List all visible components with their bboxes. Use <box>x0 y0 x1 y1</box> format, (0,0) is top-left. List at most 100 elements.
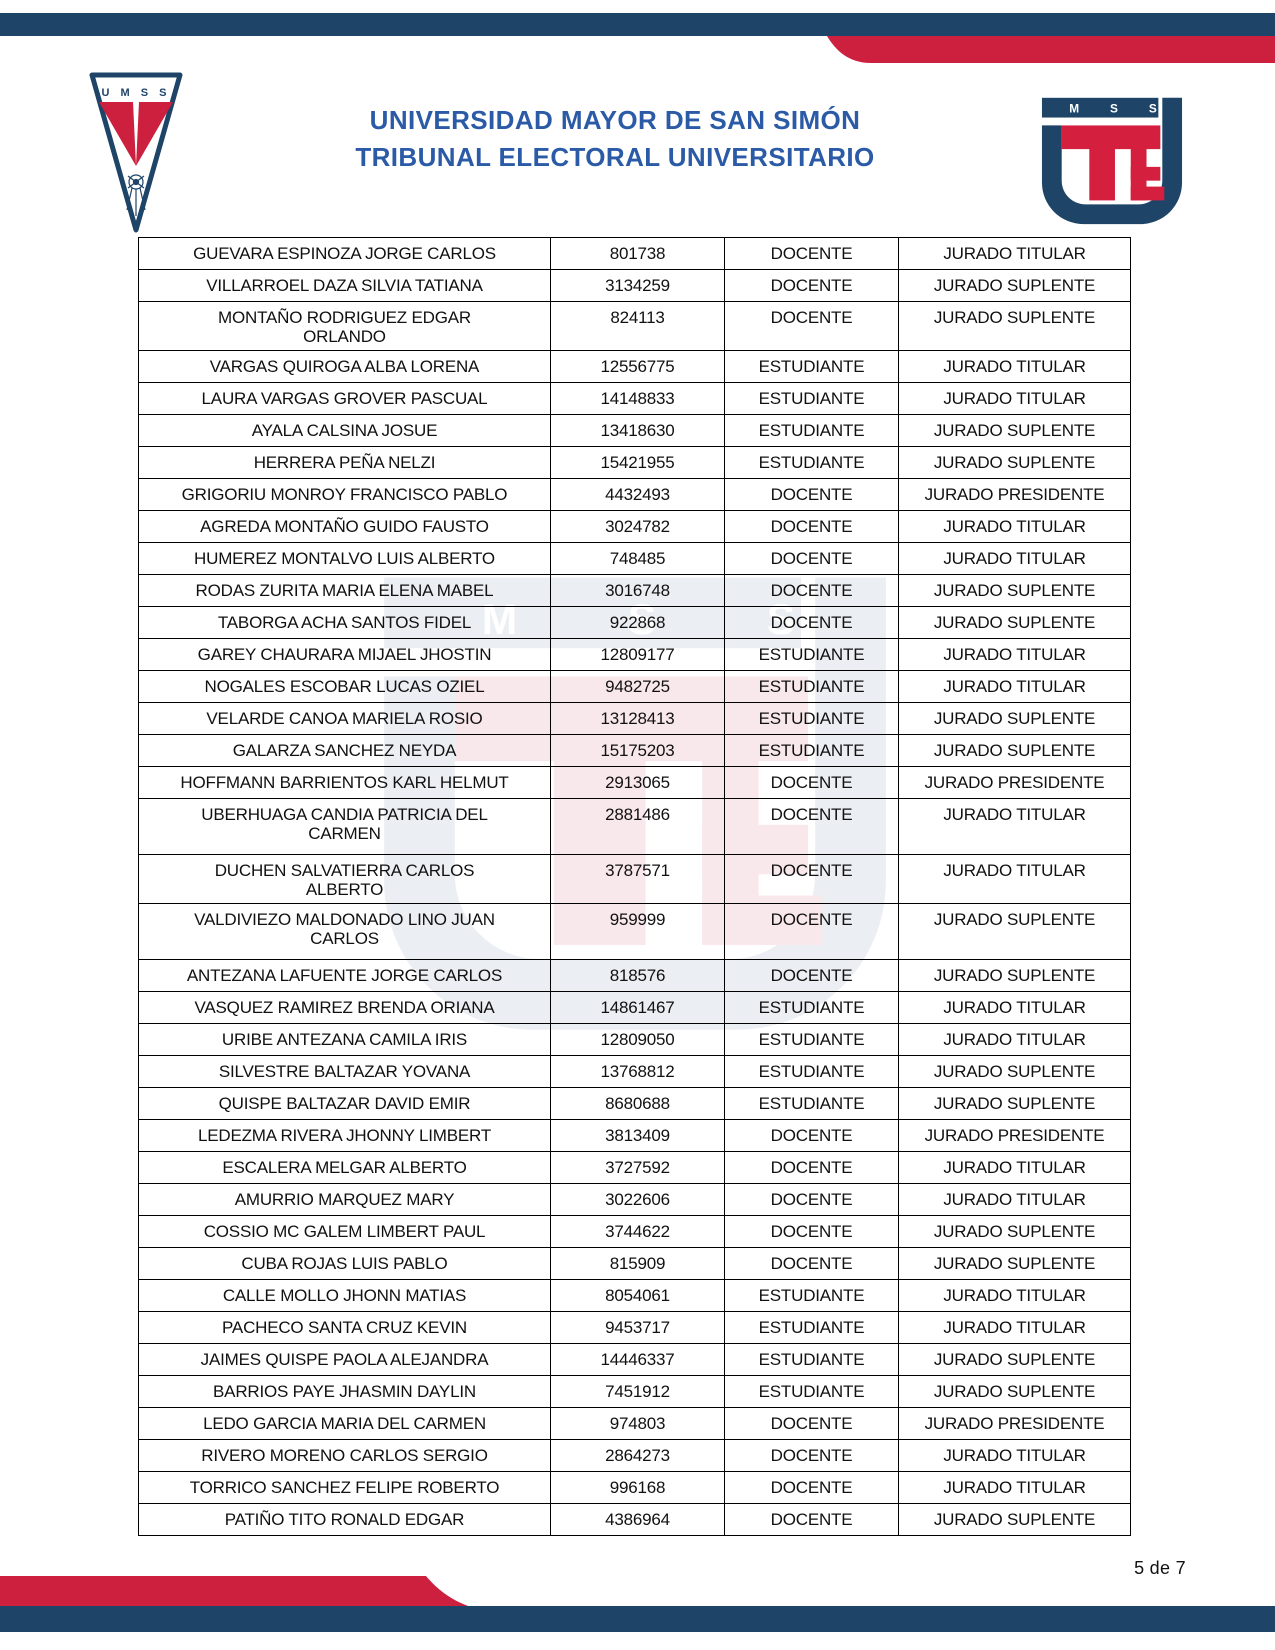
id-cell: 12809050 <box>550 1023 725 1056</box>
table-row: CALLE MOLLO JHONN MATIAS 8054061 ESTUDIA… <box>138 1279 1131 1312</box>
name-cell: VILLARROEL DAZA SILVIA TATIANA <box>138 269 551 302</box>
category-cell: DOCENTE <box>724 1471 899 1504</box>
table-row: VALDIVIEZO MALDONADO LINO JUAN CARLOS 95… <box>138 903 1131 960</box>
category-cell: ESTUDIANTE <box>724 1343 899 1376</box>
name-cell: HERRERA PEÑA NELZI <box>138 446 551 479</box>
name-cell: ANTEZANA LAFUENTE JORGE CARLOS <box>138 959 551 992</box>
id-cell: 3134259 <box>550 269 725 302</box>
category-cell: DOCENTE <box>724 574 899 607</box>
bottom-red-band <box>0 1576 468 1606</box>
table-row: GAREY CHAURARA MIJAEL JHOSTIN 12809177 E… <box>138 638 1131 671</box>
top-navy-bar <box>0 13 1275 36</box>
id-cell: 2913065 <box>550 766 725 799</box>
category-cell: ESTUDIANTE <box>724 1311 899 1344</box>
name-cell: VASQUEZ RAMIREZ BRENDA ORIANA <box>138 991 551 1024</box>
id-cell: 2881486 <box>550 798 725 855</box>
name-cell: HUMEREZ MONTALVO LUIS ALBERTO <box>138 542 551 575</box>
role-cell: JURADO TITULAR <box>898 350 1131 383</box>
table-row: VARGAS QUIROGA ALBA LORENA 12556775 ESTU… <box>138 350 1131 383</box>
name-cell: LEDEZMA RIVERA JHONNY LIMBERT <box>138 1119 551 1152</box>
id-cell: 14446337 <box>550 1343 725 1376</box>
category-cell: DOCENTE <box>724 1151 899 1184</box>
role-cell: JURADO PRESIDENTE <box>898 1119 1131 1152</box>
id-cell: 818576 <box>550 959 725 992</box>
category-cell: ESTUDIANTE <box>724 991 899 1024</box>
table-row: LAURA VARGAS GROVER PASCUAL 14148833 EST… <box>138 382 1131 415</box>
category-cell: DOCENTE <box>724 1503 899 1536</box>
role-cell: JURADO SUPLENTE <box>898 702 1131 735</box>
category-cell: ESTUDIANTE <box>724 1055 899 1088</box>
role-cell: JURADO TITULAR <box>898 1151 1131 1184</box>
table-row: CUBA ROJAS LUIS PABLO 815909 DOCENTE JUR… <box>138 1247 1131 1280</box>
category-cell: ESTUDIANTE <box>724 670 899 703</box>
table-row: PACHECO SANTA CRUZ KEVIN 9453717 ESTUDIA… <box>138 1311 1131 1344</box>
name-cell: ESCALERA MELGAR ALBERTO <box>138 1151 551 1184</box>
id-cell: 8680688 <box>550 1087 725 1120</box>
id-cell: 815909 <box>550 1247 725 1280</box>
id-cell: 9453717 <box>550 1311 725 1344</box>
table-row: NOGALES ESCOBAR LUCAS OZIEL 9482725 ESTU… <box>138 670 1131 703</box>
name-cell: LAURA VARGAS GROVER PASCUAL <box>138 382 551 415</box>
role-cell: JURADO SUPLENTE <box>898 1055 1131 1088</box>
table-row: ANTEZANA LAFUENTE JORGE CARLOS 818576 DO… <box>138 959 1131 992</box>
role-cell: JURADO PRESIDENTE <box>898 766 1131 799</box>
category-cell: DOCENTE <box>724 1439 899 1472</box>
id-cell: 748485 <box>550 542 725 575</box>
category-cell: DOCENTE <box>724 237 899 270</box>
name-cell: BARRIOS PAYE JHASMIN DAYLIN <box>138 1375 551 1408</box>
category-cell: DOCENTE <box>724 903 899 960</box>
id-cell: 2864273 <box>550 1439 725 1472</box>
id-cell: 3787571 <box>550 854 725 904</box>
name-cell: AGREDA MONTAÑO GUIDO FAUSTO <box>138 510 551 543</box>
role-cell: JURADO TITULAR <box>898 382 1131 415</box>
table-row: HUMEREZ MONTALVO LUIS ALBERTO 748485 DOC… <box>138 542 1131 575</box>
category-cell: DOCENTE <box>724 606 899 639</box>
id-cell: 3813409 <box>550 1119 725 1152</box>
category-cell: DOCENTE <box>724 1183 899 1216</box>
id-cell: 15175203 <box>550 734 725 767</box>
role-cell: JURADO SUPLENTE <box>898 903 1131 960</box>
id-cell: 996168 <box>550 1471 725 1504</box>
name-cell: UBERHUAGA CANDIA PATRICIA DEL CARMEN <box>138 798 551 855</box>
role-cell: JURADO TITULAR <box>898 1279 1131 1312</box>
category-cell: DOCENTE <box>724 854 899 904</box>
id-cell: 8054061 <box>550 1279 725 1312</box>
name-cell: RODAS ZURITA MARIA ELENA MABEL <box>138 574 551 607</box>
category-cell: DOCENTE <box>724 269 899 302</box>
role-cell: JURADO SUPLENTE <box>898 734 1131 767</box>
role-cell: JURADO TITULAR <box>898 1023 1131 1056</box>
name-cell: NOGALES ESCOBAR LUCAS OZIEL <box>138 670 551 703</box>
name-cell: MONTAÑO RODRIGUEZ EDGAR ORLANDO <box>138 301 551 351</box>
role-cell: JURADO PRESIDENTE <box>898 1407 1131 1440</box>
category-cell: ESTUDIANTE <box>724 1279 899 1312</box>
category-cell: DOCENTE <box>724 1215 899 1248</box>
category-cell: ESTUDIANTE <box>724 638 899 671</box>
te-logo-umss-text: U M S S <box>1038 102 1171 116</box>
id-cell: 15421955 <box>550 446 725 479</box>
role-cell: JURADO TITULAR <box>898 510 1131 543</box>
id-cell: 959999 <box>550 903 725 960</box>
name-cell: VARGAS QUIROGA ALBA LORENA <box>138 350 551 383</box>
id-cell: 3727592 <box>550 1151 725 1184</box>
name-cell: GRIGORIU MONROY FRANCISCO PABLO <box>138 478 551 511</box>
table-row: GALARZA SANCHEZ NEYDA 15175203 ESTUDIANT… <box>138 734 1131 767</box>
id-cell: 922868 <box>550 606 725 639</box>
table-row: BARRIOS PAYE JHASMIN DAYLIN 7451912 ESTU… <box>138 1375 1131 1408</box>
name-cell: CUBA ROJAS LUIS PABLO <box>138 1247 551 1280</box>
id-cell: 824113 <box>550 301 725 351</box>
role-cell: JURADO PRESIDENTE <box>898 478 1131 511</box>
role-cell: JURADO TITULAR <box>898 670 1131 703</box>
category-cell: DOCENTE <box>724 301 899 351</box>
name-cell: DUCHEN SALVATIERRA CARLOS ALBERTO <box>138 854 551 904</box>
id-cell: 12556775 <box>550 350 725 383</box>
table-row: COSSIO MC GALEM LIMBERT PAUL 3744622 DOC… <box>138 1215 1131 1248</box>
table-row: AYALA CALSINA JOSUE 13418630 ESTUDIANTE … <box>138 414 1131 447</box>
name-cell: AYALA CALSINA JOSUE <box>138 414 551 447</box>
role-cell: JURADO TITULAR <box>898 1311 1131 1344</box>
role-cell: JURADO TITULAR <box>898 638 1131 671</box>
top-red-band <box>827 36 1275 63</box>
role-cell: JURADO SUPLENTE <box>898 1087 1131 1120</box>
table-row: VILLARROEL DAZA SILVIA TATIANA 3134259 D… <box>138 269 1131 302</box>
table-row: AGREDA MONTAÑO GUIDO FAUSTO 3024782 DOCE… <box>138 510 1131 543</box>
jury-roster-table: GUEVARA ESPINOZA JORGE CARLOS 801738 DOC… <box>138 237 1131 1536</box>
